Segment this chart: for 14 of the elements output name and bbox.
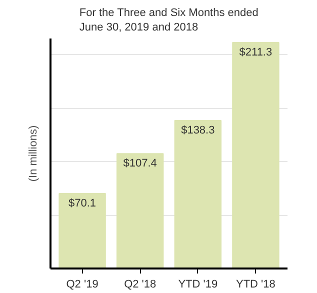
y-axis-title: (In millions) <box>28 125 40 182</box>
bar <box>232 42 280 268</box>
data-label: $211.3 <box>239 46 272 58</box>
bar <box>116 153 164 268</box>
data-label: $70.1 <box>68 198 96 210</box>
x-tick-label: Q2 '19 <box>66 278 98 290</box>
data-label: $107.4 <box>123 158 157 170</box>
bar <box>58 193 106 268</box>
data-label: $138.3 <box>181 124 215 137</box>
chart-title: For the Three and Six Months ended June 30, 2019 and 2018 <box>79 7 258 34</box>
x-tick-label: YTD '19 <box>178 278 218 290</box>
x-tick-label: Q2 '18 <box>124 278 156 290</box>
x-tick-label: YTD '18 <box>236 278 276 290</box>
bar <box>174 120 222 268</box>
